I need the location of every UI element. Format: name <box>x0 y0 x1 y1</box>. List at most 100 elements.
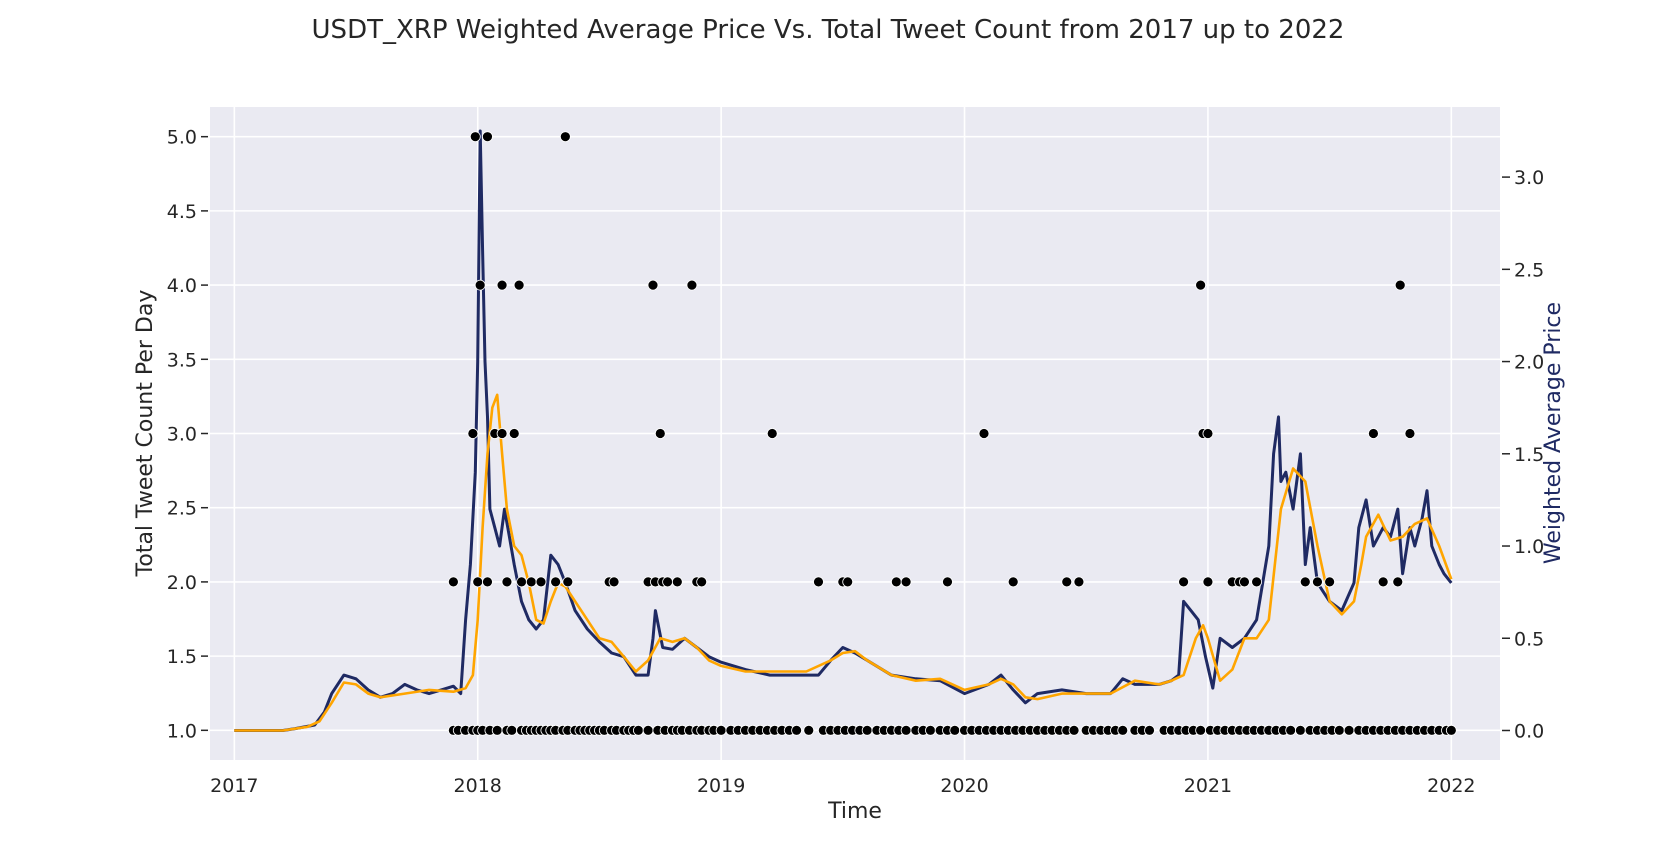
left-axis-label: Total Tweet Count Per Day <box>133 290 158 578</box>
tweet-point <box>1285 724 1297 736</box>
tweet-point <box>1068 724 1080 736</box>
tweet-point <box>447 576 459 588</box>
tweet-point <box>1117 724 1129 736</box>
left-tick-label: 1.5 <box>167 646 197 668</box>
tweet-point <box>686 279 698 291</box>
tweet-point <box>715 724 727 736</box>
x-axis: 2017 2018 2019 2020 2021 2022 <box>210 775 1475 797</box>
tweet-point <box>1195 724 1207 736</box>
tweet-point <box>861 724 873 736</box>
x-tick-label: 2019 <box>697 775 745 797</box>
right-tick-label: 0.5 <box>1514 628 1544 650</box>
tweet-point <box>671 576 683 588</box>
tweet-point <box>1392 576 1404 588</box>
tweet-point <box>474 279 486 291</box>
left-tick-label: 1.0 <box>167 720 197 742</box>
tweet-point <box>496 279 508 291</box>
tweet-point <box>559 131 571 143</box>
right-tick-label: 2.5 <box>1514 259 1544 281</box>
tweet-point <box>1144 724 1155 736</box>
tweet-point <box>525 576 537 588</box>
tweet-point <box>1312 576 1323 588</box>
tweet-point <box>949 724 961 736</box>
left-tick-label: 2.0 <box>167 572 197 594</box>
tweet-point <box>1343 724 1355 736</box>
left-tick-label: 2.5 <box>167 498 197 520</box>
tweet-point <box>1299 576 1311 588</box>
tweet-point <box>472 576 484 588</box>
tweet-point <box>562 576 574 588</box>
tweet-point <box>1295 724 1306 736</box>
tweet-point <box>513 279 525 291</box>
tweet-point <box>696 576 708 588</box>
tweet-point <box>1377 576 1389 588</box>
right-axis: 0.0 0.5 1.0 1.5 2.0 2.5 3.0 <box>1502 167 1544 742</box>
tweet-point <box>506 724 518 736</box>
tweet-point <box>501 576 513 588</box>
tweet-points-layer <box>447 131 1457 736</box>
x-tick-label: 2018 <box>454 775 502 797</box>
tweet-point <box>791 724 802 736</box>
tweet-point <box>491 724 503 736</box>
tweet-point <box>900 576 912 588</box>
tweet-point <box>1239 576 1250 588</box>
left-tick-label: 4.0 <box>167 275 197 297</box>
right-tick-label: 2.0 <box>1514 352 1544 374</box>
tweet-point <box>978 428 990 439</box>
tweet-point <box>890 576 902 588</box>
tweet-point <box>469 131 481 143</box>
left-axis: 1.0 1.5 2.0 2.5 3.0 3.5 4.0 4.5 5.0 <box>167 127 208 742</box>
tweet-point <box>632 724 644 736</box>
chart-title: USDT_XRP Weighted Average Price Vs. Tota… <box>312 15 1345 45</box>
tweet-point <box>925 724 936 736</box>
tweet-point <box>813 576 824 588</box>
x-tick-label: 2021 <box>1184 775 1232 797</box>
tweet-point <box>516 576 527 588</box>
right-tick-label: 1.0 <box>1514 536 1544 558</box>
smoothed-price-line <box>234 393 1453 732</box>
tweet-point <box>1178 576 1189 588</box>
tweet-point <box>1007 576 1019 588</box>
tweet-point <box>1368 428 1379 439</box>
tweet-point <box>535 576 547 588</box>
x-tick-label: 2017 <box>210 775 258 797</box>
tweet-point <box>803 724 815 736</box>
tweet-point <box>1324 576 1336 588</box>
tweet-point <box>1202 428 1214 439</box>
x-tick-label: 2022 <box>1427 775 1475 797</box>
x-axis-label: Time <box>827 799 882 824</box>
tweet-point <box>467 428 479 439</box>
tweet-point <box>550 576 562 588</box>
tweet-point <box>608 576 620 588</box>
tweet-point <box>1394 279 1406 291</box>
tweet-point <box>1404 428 1416 439</box>
price-layer <box>234 129 1453 732</box>
tweet-point <box>766 428 778 439</box>
tweet-point <box>1445 724 1457 736</box>
tweet-point <box>482 576 493 588</box>
left-tick-label: 5.0 <box>167 127 197 149</box>
left-tick-label: 3.0 <box>167 424 197 446</box>
left-tick-label: 4.5 <box>167 201 197 223</box>
tweet-point <box>1202 576 1214 588</box>
tweet-point <box>642 724 654 736</box>
tweet-point <box>1333 724 1345 736</box>
tweet-point <box>496 428 508 439</box>
tweet-point <box>647 279 659 291</box>
tweet-point <box>654 428 666 439</box>
tweet-point <box>662 576 673 588</box>
tweet-point <box>482 131 493 143</box>
tweet-point <box>900 724 912 736</box>
x-tick-label: 2020 <box>940 775 988 797</box>
tweet-point <box>1251 576 1263 588</box>
right-tick-label: 3.0 <box>1514 167 1544 189</box>
tweet-point <box>1195 279 1207 291</box>
left-tick-label: 3.5 <box>167 349 197 371</box>
right-tick-label: 1.5 <box>1514 444 1544 466</box>
tweet-point <box>842 576 854 588</box>
tweet-point <box>1061 576 1073 588</box>
right-axis-label: Weighted Average Price <box>1541 302 1566 564</box>
tweet-point <box>942 576 953 588</box>
